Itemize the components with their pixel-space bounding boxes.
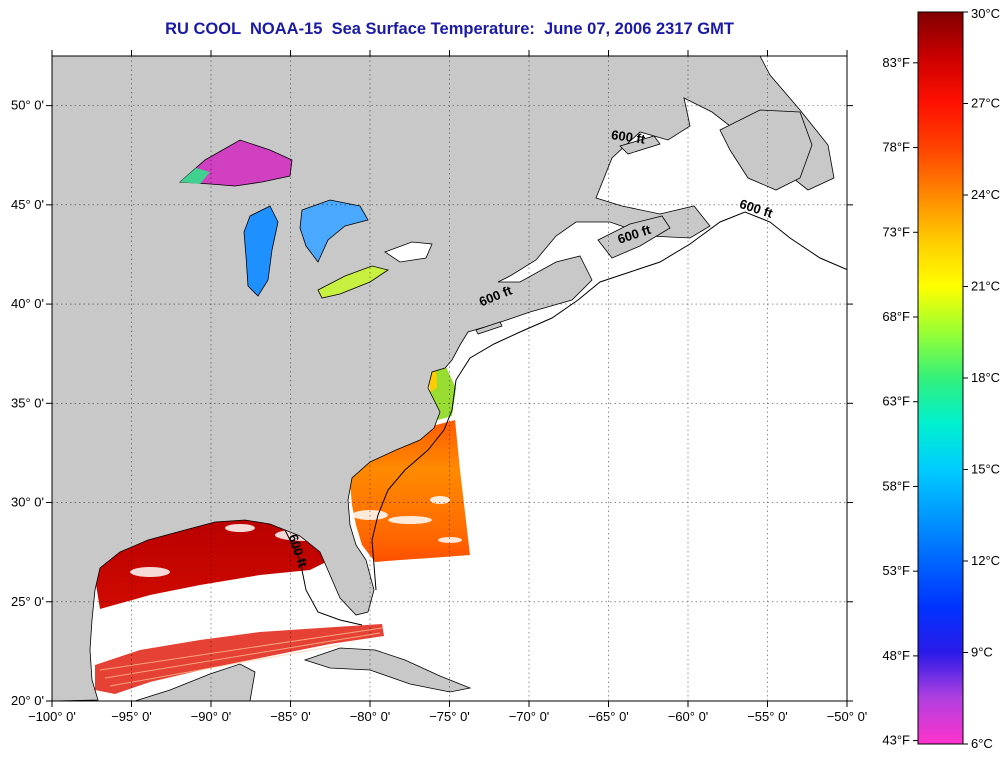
colorbar-fahrenheit-label: 83°F (882, 55, 910, 70)
yucatan-land (134, 663, 256, 701)
sst-swath-gulf-south (95, 624, 384, 694)
lake-huron (299, 199, 369, 263)
lon-tick-label: −90° 0' (191, 709, 232, 724)
lat-tick-label: 35° 0' (11, 395, 44, 410)
colorbar-celsius-label: 27°C (971, 96, 1000, 111)
lat-tick-label: 20° 0' (11, 693, 44, 708)
lon-tick-label: −55° 0' (747, 709, 788, 724)
colorbar-fahrenheit-label: 78°F (882, 140, 910, 155)
lake-ontario (384, 241, 433, 263)
map-title: RU COOL NOAA-15 Sea Surface Temperature:… (165, 20, 734, 38)
lon-tick-label: −70° 0' (509, 709, 550, 724)
lon-tick-label: −100° 0' (28, 709, 76, 724)
lon-tick-label: −80° 0' (350, 709, 391, 724)
lon-tick-label: −75° 0' (429, 709, 470, 724)
sst-swath-gulf (94, 516, 332, 609)
colorbar-celsius-label: 6°C (971, 736, 993, 751)
nova-scotia-land (597, 215, 671, 259)
lon-tick-label: −65° 0' (588, 709, 629, 724)
colorbar-celsius-label: 21°C (971, 279, 1000, 294)
isobath-600ft-gulf (284, 529, 363, 626)
colorbar-celsius-label: 24°C (971, 187, 1000, 202)
lat-tick-label: 30° 0' (11, 495, 44, 510)
lake-erie (317, 265, 389, 299)
newfoundland-land (719, 109, 813, 191)
axis-ticks (46, 50, 853, 707)
colorbar-celsius-label: 18°C (971, 370, 1000, 385)
colorbar-celsius-label: 15°C (971, 462, 1000, 477)
long-island-land (475, 321, 503, 335)
anticosti-land (619, 135, 661, 155)
north-america-land (52, 56, 835, 701)
colorbar-celsius-label: 30°C (971, 6, 1000, 21)
lat-tick-label: 25° 0' (11, 594, 44, 609)
lat-tick-label: 40° 0' (11, 296, 44, 311)
isobath-600ft-atlantic (371, 211, 847, 591)
isobath-label: 600 ft (610, 127, 646, 147)
colorbar-fahrenheit-label: 53°F (882, 563, 910, 578)
temperature-colorbar (917, 11, 964, 745)
lake-michigan (243, 205, 279, 297)
colorbar-fahrenheit-label: 48°F (882, 648, 910, 663)
colorbar-celsius-label: 9°C (971, 645, 993, 660)
colorbar-fahrenheit-label: 58°F (882, 478, 910, 493)
colorbar-fahrenheit-label: 43°F (882, 733, 910, 748)
lake-superior (179, 139, 293, 187)
great-lakes (179, 139, 433, 299)
sst-swath-streaks (99, 627, 383, 687)
colorbar-labels: 30°C 27°C 24°C 21°C 18°C 15°C 12°C 9°C 6°C 83°F 78… (882, 6, 1000, 751)
lon-tick-label: −60° 0' (668, 709, 709, 724)
colorbar-celsius-label: 12°C (971, 553, 1000, 568)
colorbar-fahrenheit-label: 73°F (882, 224, 910, 239)
cuba-land (303, 647, 472, 693)
lake-superior-west (180, 168, 210, 184)
lat-tick-label: 45° 0' (11, 197, 44, 212)
axis-labels: −100° 0' −95° 0' −90° 0' −85° 0' −80° 0' −75°… (11, 98, 867, 724)
colorbar-fahrenheit-label: 63°F (882, 394, 910, 409)
colorbar-fahrenheit-label: 68°F (882, 309, 910, 324)
lat-tick-label: 50° 0' (11, 98, 44, 113)
map-grid (52, 56, 847, 701)
lon-tick-label: −95° 0' (111, 709, 152, 724)
lon-tick-label: −50° 0' (827, 709, 868, 724)
lon-tick-label: −85° 0' (270, 709, 311, 724)
